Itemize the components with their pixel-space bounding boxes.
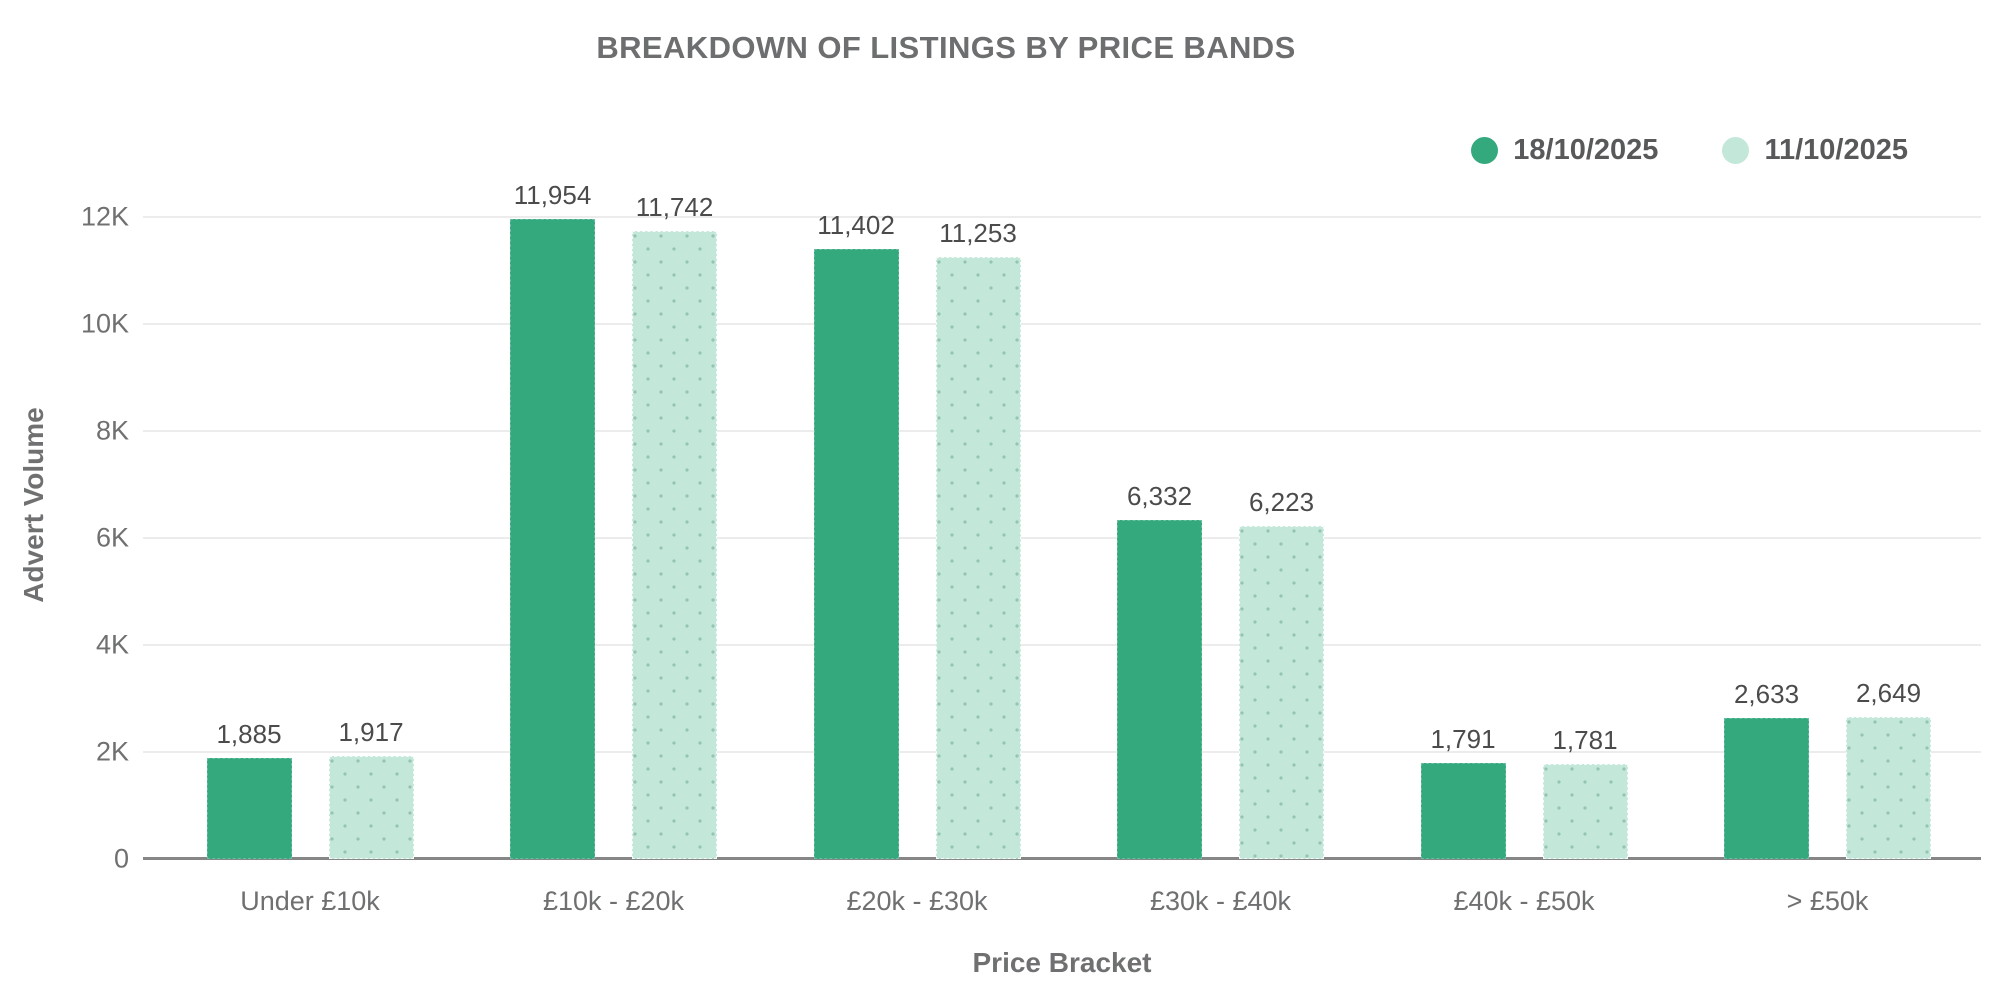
bar-11/10/2025: [1542, 764, 1628, 859]
bar-value-label: 11,253: [939, 218, 1017, 248]
bar-11/10/2025: [935, 257, 1021, 859]
bar-wrap: 1,917: [328, 719, 414, 859]
gridline-8K: [143, 430, 1981, 432]
x-axis-title: Price Bracket: [972, 947, 1152, 978]
chart-legend: 18/10/2025 11/10/2025: [1471, 134, 1908, 167]
bar-11/10/2025: [632, 231, 717, 859]
bar-wrap: 6,223: [1239, 489, 1324, 859]
bar-group: 1,885 1,917 Under £10k: [206, 719, 414, 915]
bar-11/10/2025: [1846, 717, 1931, 859]
y-tick-label-8K: 8K: [95, 415, 129, 446]
bar-wrap: 11,742: [632, 194, 717, 859]
x-tick-label: £10k - £20k: [542, 886, 685, 916]
bar-18/10/2025: [206, 758, 292, 859]
legend-item-18/10/2025[interactable]: 18/10/2025: [1471, 134, 1658, 167]
bar-group: 11,402 11,253 £20k - £30k: [813, 212, 1021, 915]
legend-item-11/10/2025[interactable]: 11/10/2025: [1722, 134, 1908, 167]
chart-title: BREAKDOWN OF LISTINGS BY PRICE BANDS: [596, 30, 1296, 65]
legend-item-label: 11/10/2025: [1764, 134, 1908, 166]
bar-wrap: 2,649: [1846, 680, 1931, 859]
bar-group: 6,332 6,223 £30k - £40k: [1117, 483, 1324, 915]
bar-value-label: 6,223: [1248, 487, 1315, 517]
legend-item-label: 18/10/2025: [1513, 134, 1659, 166]
x-tick-label: > £50k: [1786, 886, 1869, 916]
gridline-6K: [143, 537, 1981, 539]
x-tick-label: Under £10k: [240, 886, 380, 916]
gridline-4K: [143, 644, 1981, 646]
bar-group: 11,954 11,742 £10k - £20k: [510, 182, 717, 915]
bar-11/10/2025: [328, 756, 414, 859]
bar-wrap: 1,781: [1542, 727, 1628, 859]
legend-dot-icon: [1471, 137, 1499, 164]
bar-value-label: 1,791: [1430, 724, 1496, 754]
bar-value-label: 1,781: [1552, 725, 1618, 755]
x-axis-line: [143, 857, 1981, 860]
bar-value-label: 11,402: [817, 210, 895, 240]
y-tick-label-2K: 2K: [95, 736, 129, 767]
bar-wrap: 2,633: [1724, 681, 1809, 859]
x-tick-label: £30k - £40k: [1149, 886, 1292, 916]
bar-wrap: 11,402: [813, 212, 899, 859]
bar-11/10/2025: [1239, 526, 1324, 859]
bar-group: 2,633 2,649 > £50k: [1724, 680, 1931, 915]
bar-18/10/2025: [510, 219, 595, 859]
bar-18/10/2025: [1117, 520, 1202, 859]
bar-wrap: 1,885: [206, 721, 292, 859]
bar-18/10/2025: [1724, 718, 1809, 859]
y-tick-label-0: 0: [113, 843, 129, 874]
y-axis-title: Advert Volume: [18, 407, 49, 603]
bar-18/10/2025: [1420, 763, 1506, 859]
bar-value-label: 11,742: [635, 192, 714, 222]
bar-wrap: 11,954: [510, 182, 595, 859]
gridline-2K: [143, 751, 1981, 753]
bar-value-label: 2,633: [1733, 679, 1800, 709]
x-tick-label: £40k - £50k: [1453, 886, 1595, 916]
bar-wrap: 1,791: [1420, 726, 1506, 859]
y-tick-label-10K: 10K: [80, 308, 129, 339]
bar-group: 1,791 1,781 £40k - £50k: [1420, 726, 1628, 915]
plot-area: 0 2K 4K 6K 8K 10K 12K 1,885 1,917 Under £10k 11,95…: [81, 140, 1981, 915]
bar-wrap: 6,332: [1117, 483, 1202, 859]
gridline-10K: [143, 323, 1981, 325]
gridline-12K: [143, 216, 1981, 218]
bar-value-label: 2,649: [1855, 678, 1922, 708]
bar-wrap: 11,253: [935, 220, 1021, 859]
bar-18/10/2025: [813, 249, 899, 859]
x-tick-label: £20k - £30k: [846, 886, 988, 916]
bar-value-label: 6,332: [1126, 481, 1193, 511]
legend-dot-icon: [1722, 137, 1750, 164]
y-tick-label-4K: 4K: [95, 629, 129, 660]
y-tick-label-6K: 6K: [95, 522, 129, 553]
bar-value-label: 11,954: [513, 180, 592, 210]
bar-value-label: 1,885: [216, 719, 282, 749]
bar-value-label: 1,917: [338, 717, 404, 747]
y-tick-label-12K: 12K: [80, 201, 129, 232]
